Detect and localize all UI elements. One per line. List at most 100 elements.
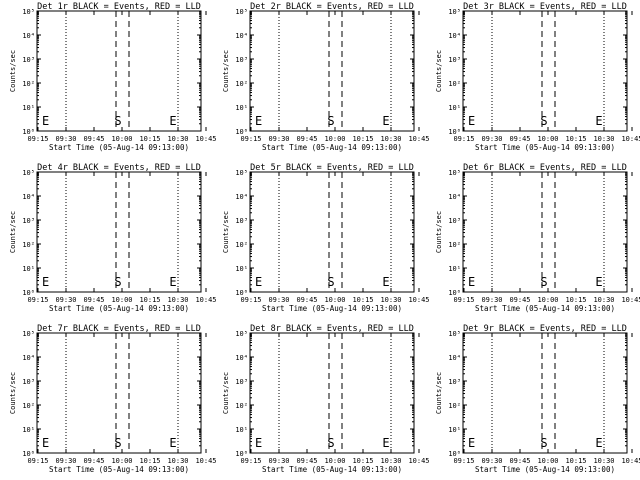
x-tick-label: 09:30: [268, 457, 289, 465]
x-tick-label: 10:00: [324, 135, 345, 143]
y-tick-label: 10²: [235, 80, 248, 88]
end-marker-e: E: [382, 114, 389, 128]
y-tick-label: 10⁵: [448, 8, 461, 16]
x-tick-label: 10:15: [139, 296, 160, 304]
panel-det-3: Det 3r BLACK = Events, RED = LLD 10⁰ 10¹ 10…: [435, 2, 640, 152]
start-edge-marker: E: [468, 114, 475, 128]
x-tick-label: 09:15: [240, 296, 261, 304]
end-marker-e: E: [595, 275, 602, 289]
x-tick-label: 10:00: [537, 135, 558, 143]
plot-frame: [36, 171, 202, 293]
y-tick-label: 10⁴: [22, 354, 35, 362]
x-tick-label: 10:45: [195, 457, 216, 465]
y-tick-label: 10¹: [22, 104, 35, 112]
x-tick-label: 09:30: [481, 135, 502, 143]
x-tick-label: 10:15: [565, 457, 586, 465]
panel-title: Det 5r BLACK = Events, RED = LLD: [250, 163, 414, 173]
y-tick-label: 10²: [235, 402, 248, 410]
panel-det-7: Det 7r BLACK = Events, RED = LLD 10⁰ 10¹ 10…: [9, 324, 217, 474]
start-marker-s: S: [540, 114, 547, 128]
x-tick-label: 10:45: [408, 457, 429, 465]
x-tick-label: 10:30: [593, 135, 614, 143]
y-tick-label: 10³: [22, 56, 35, 64]
start-marker-s: S: [114, 114, 121, 128]
x-tick-label: 10:45: [621, 135, 640, 143]
y-tick-label: 10⁰: [22, 128, 35, 136]
plot-frame: [462, 10, 628, 132]
y-tick-label: 10⁰: [235, 450, 248, 458]
y-tick-label: 10⁵: [22, 169, 35, 177]
start-edge-marker: E: [255, 114, 262, 128]
start-marker-s: S: [114, 275, 121, 289]
start-edge-marker: E: [255, 275, 262, 289]
x-tick-label: 10:30: [380, 296, 401, 304]
start-edge-marker: E: [42, 275, 49, 289]
x-tick-label: 09:30: [55, 135, 76, 143]
x-axis-label: Start Time (05-Aug-14 09:13:00): [475, 304, 615, 313]
y-tick-label: 10⁴: [448, 193, 461, 201]
x-tick-label: 10:00: [324, 457, 345, 465]
x-tick-label: 09:45: [296, 296, 317, 304]
x-tick-label: 10:30: [167, 135, 188, 143]
start-marker-s: S: [114, 436, 121, 450]
panel-title: Det 6r BLACK = Events, RED = LLD: [463, 163, 627, 173]
x-tick-label: 10:30: [167, 296, 188, 304]
x-tick-label: 10:15: [352, 457, 373, 465]
plot-frame: [36, 10, 202, 132]
x-tick-label: 10:45: [408, 135, 429, 143]
start-edge-marker: E: [42, 436, 49, 450]
plot-frame: [249, 171, 415, 293]
panel-det-4: Det 4r BLACK = Events, RED = LLD 10⁰ 10¹ 10…: [9, 163, 217, 313]
plot-frame: [249, 10, 415, 132]
y-tick-label: 10⁰: [235, 128, 248, 136]
x-tick-label: 09:30: [268, 135, 289, 143]
start-marker-s: S: [327, 436, 334, 450]
plot-frame: [36, 332, 202, 454]
end-marker-e: E: [169, 114, 176, 128]
y-axis-label: Counts/sec: [222, 372, 230, 414]
y-axis-label: Counts/sec: [9, 50, 17, 92]
y-tick-label: 10⁴: [235, 32, 248, 40]
start-marker-s: S: [540, 436, 547, 450]
panel-det-5: Det 5r BLACK = Events, RED = LLD 10⁰ 10¹ 10…: [222, 163, 430, 313]
x-axis-label: Start Time (05-Aug-14 09:13:00): [49, 465, 189, 474]
x-axis-label: Start Time (05-Aug-14 09:13:00): [262, 465, 402, 474]
x-tick-label: 09:15: [453, 457, 474, 465]
y-tick-label: 10²: [235, 241, 248, 249]
x-tick-label: 10:00: [324, 296, 345, 304]
y-tick-label: 10¹: [448, 426, 461, 434]
x-axis-label: Start Time (05-Aug-14 09:13:00): [262, 304, 402, 313]
x-tick-label: 09:15: [27, 457, 48, 465]
x-tick-label: 10:30: [593, 457, 614, 465]
y-tick-label: 10⁵: [235, 330, 248, 338]
end-marker-e: E: [595, 436, 602, 450]
x-tick-label: 10:15: [139, 135, 160, 143]
x-tick-label: 09:45: [83, 135, 104, 143]
x-tick-label: 10:30: [593, 296, 614, 304]
y-tick-label: 10¹: [235, 104, 248, 112]
x-tick-label: 10:45: [621, 457, 640, 465]
x-tick-label: 10:00: [111, 457, 132, 465]
panel-title: Det 9r BLACK = Events, RED = LLD: [463, 324, 627, 334]
x-tick-label: 10:30: [380, 135, 401, 143]
x-tick-label: 09:15: [240, 457, 261, 465]
x-tick-label: 09:30: [55, 296, 76, 304]
x-tick-label: 09:45: [296, 457, 317, 465]
y-tick-label: 10⁰: [448, 450, 461, 458]
y-tick-label: 10²: [448, 80, 461, 88]
plot-frame: [249, 332, 415, 454]
y-tick-label: 10⁰: [22, 450, 35, 458]
y-tick-label: 10²: [22, 80, 35, 88]
y-axis-label: Counts/sec: [222, 211, 230, 253]
y-tick-label: 10⁵: [22, 8, 35, 16]
x-axis-label: Start Time (05-Aug-14 09:13:00): [49, 143, 189, 152]
y-tick-label: 10³: [448, 217, 461, 225]
y-axis-label: Counts/sec: [435, 372, 443, 414]
x-tick-label: 09:45: [509, 296, 530, 304]
x-tick-label: 10:15: [565, 296, 586, 304]
y-tick-label: 10³: [22, 378, 35, 386]
start-edge-marker: E: [42, 114, 49, 128]
start-marker-s: S: [327, 114, 334, 128]
panel-title: Det 8r BLACK = Events, RED = LLD: [250, 324, 414, 334]
y-axis-label: Counts/sec: [222, 50, 230, 92]
